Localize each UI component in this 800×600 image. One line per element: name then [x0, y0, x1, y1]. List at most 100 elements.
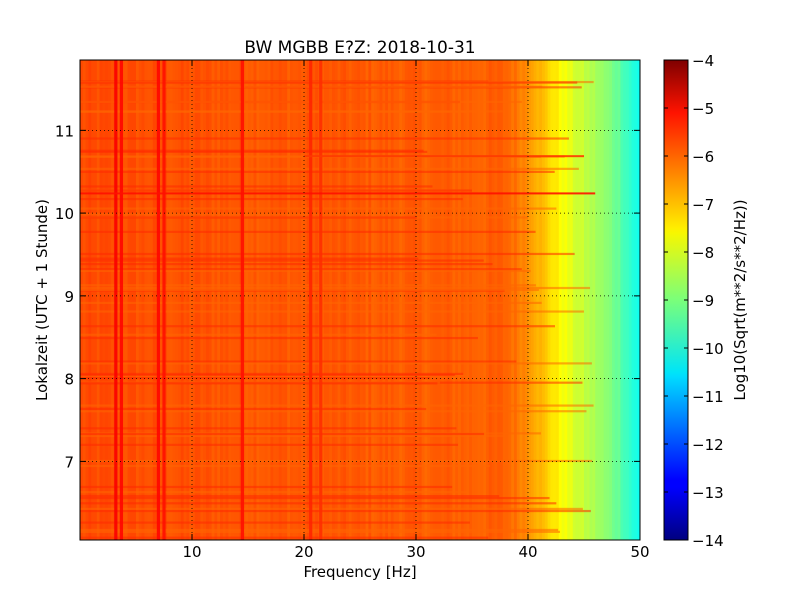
colorbar-tick-label: −12	[692, 436, 724, 454]
spectrum-column	[572, 60, 577, 540]
time-streak	[80, 443, 459, 446]
spectrum-column	[547, 60, 551, 540]
spectrum-column	[211, 60, 215, 540]
spectrum-column	[539, 60, 543, 540]
spectrum-column	[449, 60, 453, 540]
spectrum-column	[404, 60, 409, 540]
y-axis: 7 8 9 10 11	[55, 122, 640, 471]
spectrum-column	[533, 60, 537, 540]
spectrum-column	[365, 60, 369, 540]
y-tick-label: 9	[64, 288, 74, 306]
time-streak	[80, 252, 575, 256]
spectrum-column	[393, 60, 397, 540]
time-streak	[80, 185, 433, 188]
spectrum-column	[494, 60, 498, 540]
spectrum-column	[290, 60, 294, 540]
spectrum-column	[194, 60, 199, 540]
spectrum-column	[402, 60, 406, 540]
colorbar-tick-label: −8	[692, 244, 714, 262]
spectrum-column	[304, 60, 308, 540]
spectrum-column	[96, 60, 101, 540]
colorbar-tick-label: −10	[692, 340, 724, 358]
colorbar-tick-label: −5	[692, 100, 714, 118]
spectrum-column	[262, 60, 266, 540]
spectrum-column	[94, 60, 98, 540]
spectrum-column	[432, 60, 437, 540]
spectrum-column	[581, 60, 585, 540]
colorbar-tick-label: −7	[692, 196, 714, 214]
time-streak	[80, 170, 555, 173]
spectrum-column	[197, 60, 201, 540]
spectrum-column	[169, 60, 173, 540]
spectrum-column	[250, 60, 255, 540]
spectrum-column	[536, 60, 540, 540]
time-streak	[80, 491, 469, 494]
spectrum-column	[276, 60, 280, 540]
spectrum-column	[203, 60, 207, 540]
spectrum-column	[337, 60, 341, 540]
spectrum-column	[637, 60, 640, 540]
spectrum-column	[472, 60, 476, 540]
spectrum-column	[214, 60, 218, 540]
colorbar-tick-label: −9	[692, 292, 714, 310]
spectrum-column	[416, 60, 420, 540]
spectrum-column	[200, 60, 204, 540]
spectrum-column	[441, 60, 445, 540]
time-streak	[80, 310, 584, 313]
spectrum-column	[500, 60, 504, 540]
spectrum-column	[460, 60, 465, 540]
y-tick-label: 8	[64, 371, 74, 389]
spectrum-column	[626, 60, 630, 540]
spectrum-column	[127, 60, 131, 540]
x-tick-label: 10	[182, 543, 201, 561]
spectrum-column	[225, 60, 229, 540]
frequency-line	[114, 60, 118, 540]
x-tick-label: 40	[518, 543, 537, 561]
spectrum-column	[292, 60, 297, 540]
spectrum-column	[102, 60, 106, 540]
spectrum-column	[603, 60, 607, 540]
chart-title: BW MGBB E?Z: 2018-10-31	[244, 38, 475, 58]
spectrum-column	[413, 60, 417, 540]
time-streak	[80, 257, 419, 260]
spectrum-column	[80, 60, 84, 540]
time-streak	[80, 427, 457, 430]
spectrum-column	[217, 60, 221, 540]
spectrum-column	[348, 60, 353, 540]
spectrum-column	[516, 60, 521, 540]
spectrum-column	[306, 60, 311, 540]
spectrum-column	[477, 60, 481, 540]
time-streak	[80, 207, 557, 210]
spectrum-column	[270, 60, 274, 540]
time-streak	[80, 216, 417, 219]
spectrum-column	[612, 60, 616, 540]
time-streak	[80, 407, 427, 411]
spectrum-column	[628, 60, 633, 540]
spectrum-column	[586, 60, 591, 540]
spectrum-column	[354, 60, 358, 540]
spectrum-column	[180, 60, 185, 540]
time-streak	[80, 189, 472, 192]
spectrum-column	[323, 60, 327, 540]
colorbar-tick-label: −11	[692, 388, 724, 406]
spectrum-column	[357, 60, 361, 540]
time-streak	[80, 509, 591, 513]
spectrum-column	[452, 60, 456, 540]
spectrum-column	[158, 60, 162, 540]
spectrum-column	[242, 60, 246, 540]
spectrum-column	[150, 60, 154, 540]
frequency-line	[309, 60, 313, 540]
spectrum-column	[99, 60, 103, 540]
colorbar-tick-label: −6	[692, 148, 714, 166]
colorbar-ticks: −4 −5 −6 −7 −8 −9 −10 −11 −12 −13 −14	[664, 52, 724, 550]
spectrum-column	[614, 60, 619, 540]
time-streak	[80, 197, 463, 201]
x-axis-label: Frequency [Hz]	[303, 563, 416, 581]
y-tick-label: 10	[55, 205, 74, 223]
time-streak	[80, 374, 468, 378]
spectrum-column	[245, 60, 249, 540]
spectrum-column	[469, 60, 473, 540]
spectrum-column	[82, 60, 87, 540]
time-streak	[80, 536, 489, 539]
x-axis: 10 20 30 40 50	[182, 60, 650, 561]
